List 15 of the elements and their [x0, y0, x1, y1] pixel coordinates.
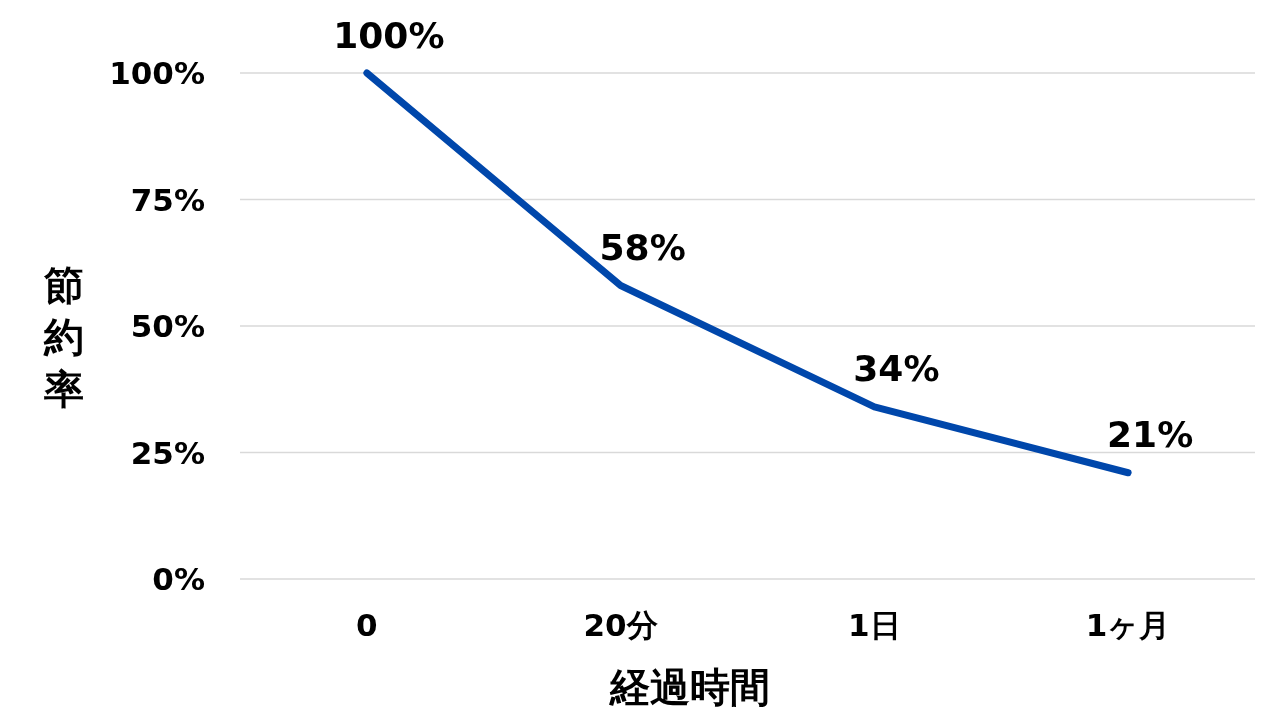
x-axis-title: 経過時間	[609, 664, 770, 710]
y-tick-label: 0%	[152, 561, 205, 597]
data-label: 58%	[599, 227, 686, 269]
y-tick-label: 50%	[130, 308, 205, 344]
data-label: 21%	[1107, 414, 1194, 456]
x-tick-label: 1ヶ月	[1085, 607, 1171, 643]
x-tick-label: 0	[356, 607, 378, 643]
ylabel: 節約率	[44, 262, 84, 412]
x-tick-label: 20分	[583, 607, 658, 643]
y-tick-label: 100%	[109, 55, 205, 91]
y-tick-label: 25%	[130, 434, 205, 471]
y-tick-label: 75%	[130, 181, 205, 218]
data-label: 34%	[853, 348, 940, 390]
x-tick-label: 1日	[848, 607, 901, 643]
data-label: 100%	[333, 14, 445, 56]
